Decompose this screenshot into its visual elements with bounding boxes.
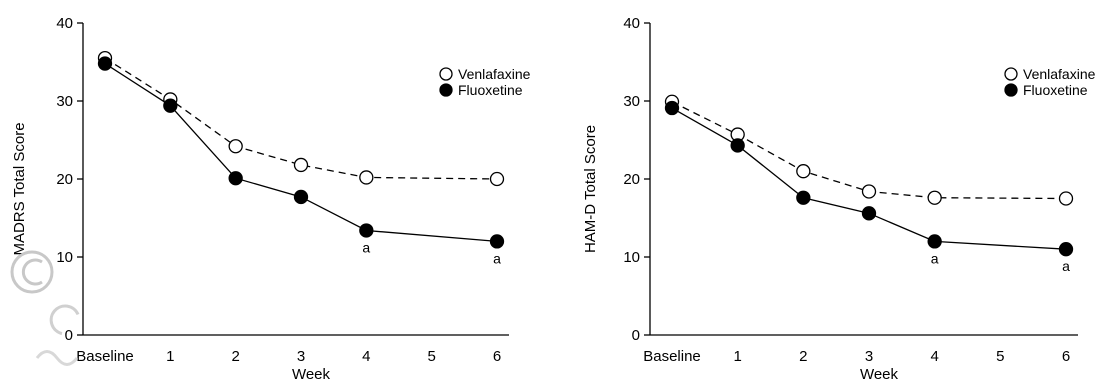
y-tick-label: 0 xyxy=(632,327,640,344)
legend-label-venlafaxine: Venlafaxine xyxy=(458,66,531,82)
x-tick-label: 4 xyxy=(362,348,370,365)
data-point-fluoxetine xyxy=(293,189,309,205)
data-point-venlafaxine xyxy=(1058,191,1074,206)
y-tick-label: 30 xyxy=(623,93,640,110)
madrs-chart: 0 10 20 30 40 Baseline 1 2 3 4 5 6 Week MADRS Total S… xyxy=(11,15,531,381)
y-tick-label: 20 xyxy=(623,171,640,188)
significance-marker: a xyxy=(931,250,939,266)
data-point-fluoxetine xyxy=(927,234,942,249)
y-axis-title: HAM-D Total Score xyxy=(582,125,599,253)
x-tick-label: Baseline xyxy=(643,348,701,365)
series-line-fluoxetine xyxy=(104,63,498,243)
y-tick-label: 40 xyxy=(623,15,640,32)
y-tick-label: 20 xyxy=(56,171,73,188)
legend-label-fluoxetine: Fluoxetine xyxy=(458,82,523,98)
madrs-chart-panel: 0 10 20 30 40 Baseline 1 2 3 4 5 6 Week MADRS Total S… xyxy=(11,15,531,381)
series-line-venlafaxine xyxy=(104,57,498,180)
data-point-venlafaxine xyxy=(359,170,374,185)
legend-marker-venlafaxine xyxy=(1004,67,1018,81)
data-point-fluoxetine xyxy=(489,234,505,249)
copyright-watermark xyxy=(10,250,80,366)
legend-marker-venlafaxine xyxy=(439,67,453,81)
x-tick-label: 5 xyxy=(427,348,435,365)
data-point-fluoxetine xyxy=(796,190,811,205)
y-tick-label: 10 xyxy=(56,249,73,266)
significance-marker: a xyxy=(493,250,501,266)
legend-label-venlafaxine: Venlafaxine xyxy=(1023,66,1096,82)
data-point-fluoxetine xyxy=(664,100,680,116)
data-point-fluoxetine xyxy=(1058,242,1074,257)
x-tick-label: 6 xyxy=(493,348,501,365)
hamd-chart-panel: 0 10 20 30 40 Baseline 1 2 3 4 5 6 Week HAM-D Total S… xyxy=(555,0,1107,381)
x-axis-title: Week xyxy=(292,366,331,381)
data-point-fluoxetine xyxy=(163,98,178,113)
series-line-venlafaxine xyxy=(671,101,1067,200)
legend-marker-fluoxetine xyxy=(439,83,453,97)
x-tick-label: 6 xyxy=(1062,348,1070,365)
legend-label-fluoxetine: Fluoxetine xyxy=(1023,82,1088,98)
data-point-fluoxetine xyxy=(861,206,877,221)
data-point-venlafaxine xyxy=(796,164,811,179)
series-line-fluoxetine xyxy=(671,107,1067,250)
significance-marker: a xyxy=(362,239,370,255)
hamd-chart: 0 10 20 30 40 Baseline 1 2 3 4 5 6 Week HAM-D Total S… xyxy=(582,15,1096,381)
x-tick-label: 1 xyxy=(166,348,174,365)
x-axis-title: Week xyxy=(860,366,899,381)
data-point-fluoxetine xyxy=(730,138,745,153)
legend-marker-fluoxetine xyxy=(1004,83,1018,97)
x-tick-label: 2 xyxy=(799,348,807,365)
data-point-venlafaxine xyxy=(293,157,309,173)
y-tick-label: 10 xyxy=(623,249,640,266)
data-point-venlafaxine xyxy=(489,171,505,187)
y-axis-title: MADRS Total Score xyxy=(11,122,28,255)
y-tick-label: 30 xyxy=(56,93,73,110)
data-point-venlafaxine xyxy=(228,139,243,154)
y-tick-label: 0 xyxy=(65,327,73,344)
data-point-fluoxetine xyxy=(97,56,113,71)
data-point-venlafaxine xyxy=(927,190,942,205)
data-point-venlafaxine xyxy=(861,184,877,199)
x-tick-label: 3 xyxy=(297,348,305,365)
x-tick-label: 4 xyxy=(930,348,938,365)
x-tick-label: 1 xyxy=(733,348,741,365)
data-point-fluoxetine xyxy=(228,171,243,186)
x-tick-label: 2 xyxy=(231,348,239,365)
significance-marker: a xyxy=(1062,258,1070,274)
data-point-fluoxetine xyxy=(359,223,374,238)
x-tick-label: 5 xyxy=(996,348,1004,365)
y-tick-label: 40 xyxy=(56,15,73,32)
x-tick-label: Baseline xyxy=(76,348,134,365)
x-tick-label: 3 xyxy=(865,348,873,365)
